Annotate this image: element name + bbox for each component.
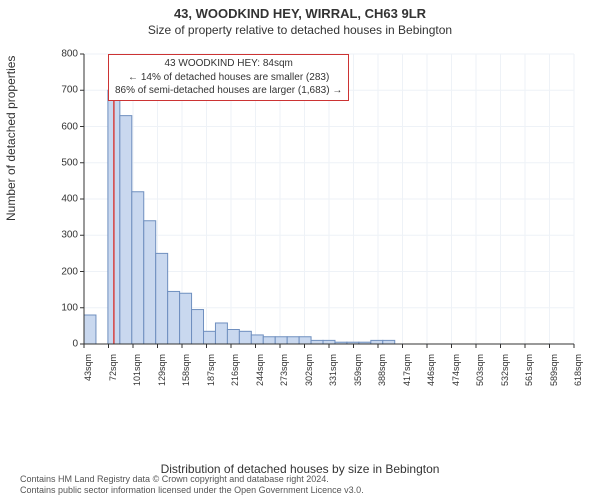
footer: Contains HM Land Registry data © Crown c…	[20, 474, 600, 496]
x-tick-label: 589sqm	[549, 354, 559, 386]
x-tick-label: 187sqm	[206, 354, 216, 386]
x-tick-label: 359sqm	[353, 354, 363, 386]
x-tick-label: 388sqm	[377, 354, 387, 386]
x-tick-label: 244sqm	[255, 354, 265, 386]
y-axis-label: Number of detached properties	[4, 56, 18, 221]
x-tick-label: 101sqm	[132, 354, 142, 386]
x-tick-label: 561sqm	[524, 354, 534, 386]
x-tick-label: 331sqm	[328, 354, 338, 386]
x-tick-label: 302sqm	[304, 354, 314, 386]
x-tick-label: 129sqm	[157, 354, 167, 386]
x-tick-label: 474sqm	[451, 354, 461, 386]
x-tick-label: 216sqm	[230, 354, 240, 386]
y-tick-label: 700	[54, 85, 78, 96]
callout-annotation: 43 WOODKIND HEY: 84sqm ← 14% of detached…	[108, 54, 349, 101]
page-subtitle: Size of property relative to detached ho…	[0, 21, 600, 37]
y-tick-label: 400	[54, 194, 78, 205]
y-tick-label: 500	[54, 157, 78, 168]
y-tick-label: 600	[54, 121, 78, 132]
footer-line-1: Contains HM Land Registry data © Crown c…	[20, 474, 600, 485]
x-tick-label: 417sqm	[402, 354, 412, 386]
annotation-line-2: ← 14% of detached houses are smaller (28…	[115, 71, 342, 85]
x-tick-label: 43sqm	[83, 354, 93, 381]
annotation-line-3: 86% of semi-detached houses are larger (…	[115, 84, 342, 98]
page-title: 43, WOODKIND HEY, WIRRAL, CH63 9LR	[0, 0, 600, 21]
x-tick-label: 446sqm	[426, 354, 436, 386]
x-tick-label: 158sqm	[181, 354, 191, 386]
y-tick-label: 200	[54, 266, 78, 277]
y-tick-label: 100	[54, 302, 78, 313]
x-tick-label: 503sqm	[475, 354, 485, 386]
y-tick-label: 800	[54, 49, 78, 60]
x-tick-label: 72sqm	[108, 354, 118, 381]
footer-line-2: Contains public sector information licen…	[20, 485, 600, 496]
annotation-line-1: 43 WOODKIND HEY: 84sqm	[115, 57, 342, 71]
y-tick-label: 300	[54, 230, 78, 241]
x-tick-label: 532sqm	[500, 354, 510, 386]
y-tick-label: 0	[54, 339, 78, 350]
x-tick-label: 618sqm	[573, 354, 583, 386]
x-tick-label: 273sqm	[279, 354, 289, 386]
page-root: 43, WOODKIND HEY, WIRRAL, CH63 9LR Size …	[0, 0, 600, 500]
